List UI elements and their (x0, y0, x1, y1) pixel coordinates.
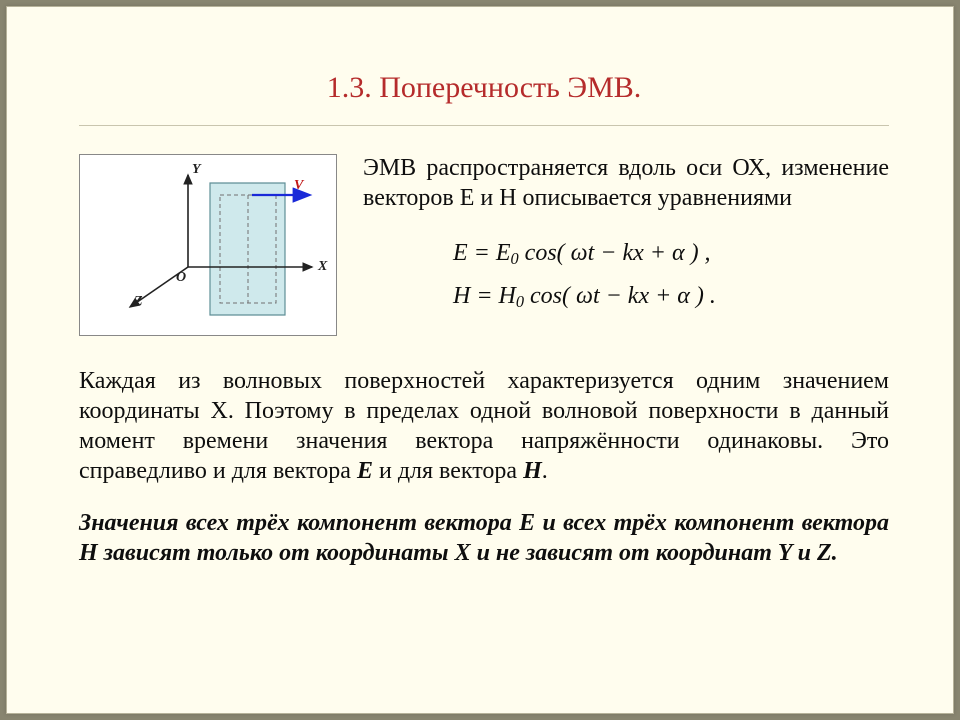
divider (79, 125, 889, 126)
svg-text:Z: Z (133, 294, 143, 309)
intro-row: Y X Z O V ЭМВ распространяется вдоль оси… (79, 154, 889, 336)
svg-text:V: V (294, 178, 305, 193)
slide-title: 1.3. Поперечность ЭМВ. (79, 71, 889, 105)
paragraph-1: Каждая из волновых поверхностей характер… (79, 366, 889, 486)
svg-text:Y: Y (192, 162, 202, 177)
svg-text:X: X (317, 259, 328, 274)
equation-E: E = E0 cos( ωt − kx + α ) , (453, 232, 889, 275)
equations: E = E0 cos( ωt − kx + α ) , H = H0 cos( … (363, 232, 889, 318)
svg-text:O: O (176, 270, 186, 285)
paragraph-2: Значения всех трёх компонент вектора Е и… (79, 508, 889, 568)
intro-text: ЭМВ распространяется вдоль оси ОХ, измен… (363, 154, 889, 214)
intro-block: ЭМВ распространяется вдоль оси ОХ, измен… (363, 154, 889, 318)
wave-figure: Y X Z O V (79, 154, 337, 336)
equation-H: H = H0 cos( ωt − kx + α ) . (453, 275, 889, 318)
slide: 1.3. Поперечность ЭМВ. (6, 6, 954, 714)
